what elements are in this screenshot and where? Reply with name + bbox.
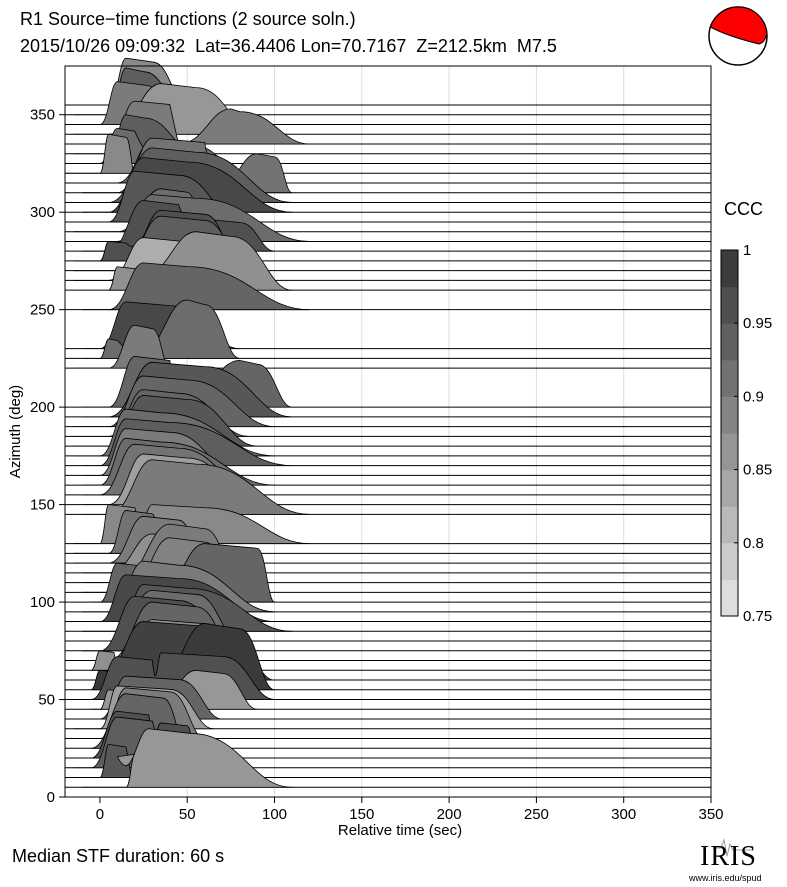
chart-title: R1 Source−time functions (2 source soln.…	[20, 9, 356, 29]
plot-frame	[64, 65, 712, 798]
colorbar-segment	[721, 506, 738, 544]
event-info: 2015/10/26 09:09:32 Lat=36.4406 Lon=70.7…	[20, 36, 557, 56]
x-tick-label: 100	[262, 806, 287, 823]
stf-area	[82, 299, 240, 359]
stf-trace	[65, 299, 711, 359]
colorbar-frame	[720, 249, 739, 617]
iris-logo-text: IRIS	[700, 841, 757, 872]
stf-trace	[65, 262, 711, 311]
colorbar-tick-label: 0.75	[743, 608, 772, 625]
y-tick-label: 100	[30, 594, 55, 611]
axis-layer: 0 50 100 150 200 250 300 350 0 50 100 150 200 250 300 3…	[7, 65, 724, 839]
colorbar-segment	[721, 250, 738, 288]
colorbar-segment	[721, 433, 738, 471]
colorbar-segment	[721, 542, 738, 580]
colorbar-tick-label: 0.85	[743, 462, 772, 479]
colorbar-tick-label: 0.9	[743, 388, 764, 405]
y-tick-label: 300	[30, 204, 55, 221]
x-tick-label: 350	[698, 806, 723, 823]
colorbar-label: CCC	[724, 199, 763, 219]
y-tick-label: 250	[30, 302, 55, 319]
iris-logo-icon	[713, 838, 753, 857]
colorbar-segment	[721, 579, 738, 617]
x-tick-label: 200	[437, 806, 462, 823]
y-axis-label: Azimuth (deg)	[7, 385, 24, 478]
y-tick-label: 50	[38, 692, 55, 709]
x-tick-label: 50	[179, 806, 196, 823]
colorbar-segment	[721, 469, 738, 507]
x-tick-label: 250	[524, 806, 549, 823]
stf-area	[82, 262, 310, 311]
stf-area	[82, 728, 292, 788]
colorbar-tick-label: 0.8	[743, 535, 764, 552]
x-tick-label: 300	[611, 806, 636, 823]
colorbar-tick-label: 0.95	[743, 315, 772, 332]
x-tick-label: 0	[96, 806, 104, 823]
colorbar-segment	[721, 359, 738, 397]
x-axis-label: Relative time (sec)	[338, 822, 462, 839]
stf-trace	[65, 728, 711, 788]
stf-area	[82, 459, 310, 515]
trace-layer	[65, 57, 711, 788]
median-duration-text: Median STF duration: 60 s	[12, 846, 225, 866]
focal-mechanism-beachball-icon	[708, 6, 768, 66]
iris-url: www.iris.edu/spud	[689, 873, 762, 883]
y-tick-label: 0	[47, 789, 55, 806]
y-tick-label: 150	[30, 497, 55, 514]
colorbar: 1 0.95 0.9 0.85 0.8 0.75	[720, 242, 772, 625]
x-tick-label: 150	[349, 806, 374, 823]
colorbar-segment	[721, 323, 738, 361]
y-tick-label: 200	[30, 399, 55, 416]
colorbar-tick-label: 1	[743, 242, 751, 259]
colorbar-segment	[721, 286, 738, 324]
colorbar-segment	[721, 396, 738, 434]
y-tick-label: 350	[30, 107, 55, 124]
